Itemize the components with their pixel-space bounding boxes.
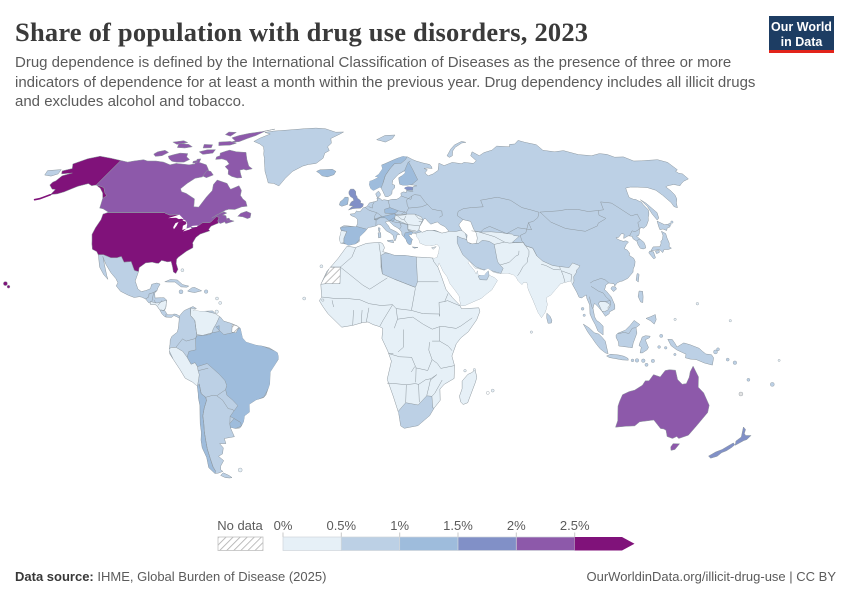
svg-text:0.5%: 0.5% <box>326 518 356 533</box>
svg-text:1%: 1% <box>390 518 409 533</box>
svg-text:0%: 0% <box>274 518 293 533</box>
svg-text:2.5%: 2.5% <box>560 518 590 533</box>
svg-text:2%: 2% <box>507 518 526 533</box>
svg-text:1.5%: 1.5% <box>443 518 473 533</box>
svg-text:No data: No data <box>217 518 263 533</box>
